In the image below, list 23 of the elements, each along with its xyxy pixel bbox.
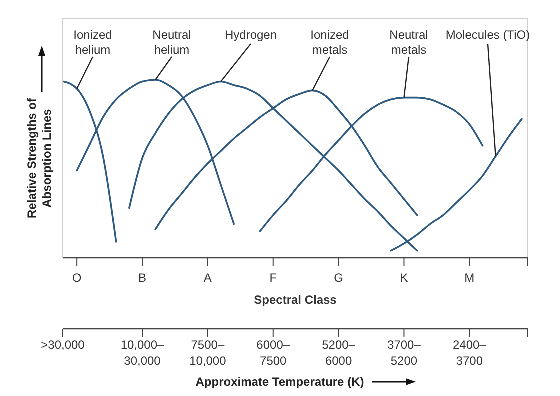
text: Hydrogen [224, 28, 278, 42]
text: Neutral metals [390, 28, 428, 57]
text: 10,000– 30,000 [120, 338, 165, 368]
x-tick-label: F [270, 271, 278, 285]
text: Ionized helium [74, 28, 112, 57]
text: 5200– 6000 [322, 338, 356, 368]
text: Molecules (TiO) [446, 28, 530, 42]
x-tick-label: O [72, 271, 82, 285]
text: Ionized metals [310, 28, 350, 57]
x-tick-label: G [334, 271, 344, 285]
text: >30,000 [41, 338, 86, 352]
text: 2400– 3700 [452, 338, 487, 368]
series-label: Neutral helium [152, 28, 192, 57]
x-tick-label: M [464, 271, 475, 285]
y-axis-title: Relative Strengths of Absorption Lines [25, 97, 54, 219]
x-tick-label: B [138, 271, 147, 285]
x-tick-label: K [400, 271, 408, 285]
text: 7500– 10,000 [190, 338, 227, 368]
text: 6000– 7500 [256, 338, 290, 368]
x-axis-title: Spectral Class [254, 293, 338, 307]
x2-axis-title: Approximate Temperature (K) [196, 375, 364, 389]
x-tick-label: A [204, 271, 212, 285]
text: 3700– 5200 [388, 338, 422, 368]
